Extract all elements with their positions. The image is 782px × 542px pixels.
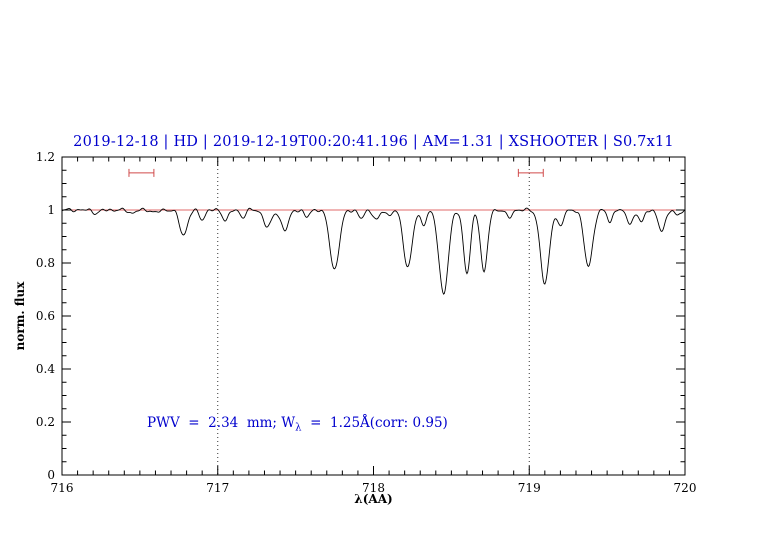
x-axis-label: λ(AA) bbox=[354, 492, 393, 506]
pwv-text-prefix: PWV = 2.34 mm; W bbox=[147, 415, 296, 431]
y-tick-label: 1 bbox=[47, 203, 55, 217]
plot-title: 2019-12-18 | HD | 2019-12-19T00:20:41.19… bbox=[73, 134, 674, 150]
y-tick-label: 0.8 bbox=[36, 256, 55, 270]
pwv-annotation: PWV = 2.34 mm; Wλ = 1.25Å(corr: 0.95) bbox=[147, 415, 448, 434]
x-tick-label: 716 bbox=[51, 481, 74, 495]
y-axis-label: norm. flux bbox=[13, 281, 27, 351]
x-tick-label: 717 bbox=[206, 481, 229, 495]
spectrum-line bbox=[61, 207, 686, 295]
x-tick-label: 718 bbox=[362, 481, 385, 495]
y-tick-label: 0.4 bbox=[36, 362, 55, 376]
y-tick-label: 0.6 bbox=[36, 309, 55, 323]
y-tick-label: 1.2 bbox=[36, 150, 55, 164]
x-tick-label: 719 bbox=[518, 481, 541, 495]
pwv-lambda-subscript: λ bbox=[295, 422, 302, 434]
x-tick-label: 720 bbox=[674, 481, 697, 495]
y-tick-label: 0.2 bbox=[36, 415, 55, 429]
pwv-text-suffix: = 1.25Å(corr: 0.95) bbox=[301, 415, 448, 431]
y-tick-label: 0 bbox=[47, 468, 55, 482]
